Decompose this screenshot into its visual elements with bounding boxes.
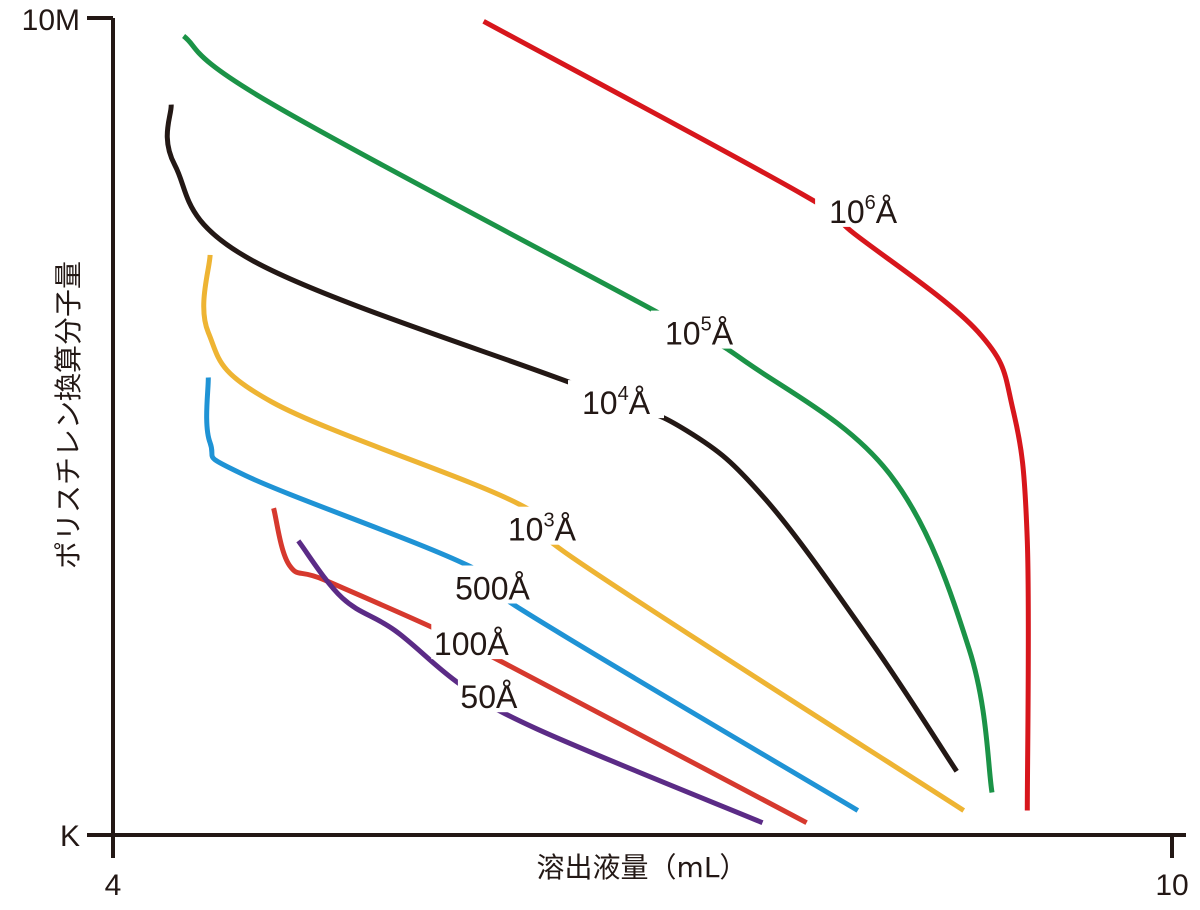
series-label-background xyxy=(452,565,533,604)
series-label-background xyxy=(651,310,747,349)
series-label-background xyxy=(493,506,590,545)
series-line-105A xyxy=(182,34,995,793)
series-label-background xyxy=(457,674,520,713)
y-tick-label-top: 10M xyxy=(22,4,80,37)
series-label-background xyxy=(568,380,664,419)
series-label-106A: 106Å xyxy=(829,192,898,230)
series-label-background xyxy=(431,621,512,660)
y-axis-label: ポリスチレン換算分子量 xyxy=(52,261,85,569)
series-label-layer: 106Å 105Å 104Å 103Å 500Å 100Å 50Å xyxy=(431,188,912,715)
series-layer xyxy=(164,19,1031,826)
series-label-103A: 103Å xyxy=(508,510,577,548)
series-label-background xyxy=(815,188,912,227)
series-label-104A: 104Å xyxy=(582,383,651,421)
series-label-100A: 100Å xyxy=(434,626,509,662)
series-line-103A xyxy=(201,254,966,813)
x-axis-label: 溶出液量（mL） xyxy=(537,851,748,884)
series-line-50A xyxy=(296,539,764,826)
series-line-500A xyxy=(204,377,860,813)
series-label-50A: 50Å xyxy=(460,679,518,715)
x-tick-label-right: 10 xyxy=(1155,869,1188,902)
axes xyxy=(111,18,1186,837)
y-tick-label-bottom: K xyxy=(60,820,80,853)
series-label-105A: 105Å xyxy=(665,314,734,352)
series-line-100A xyxy=(271,507,808,825)
x-tick-label-left: 4 xyxy=(105,869,122,902)
series-line-106A xyxy=(482,19,1031,811)
series-label-500A: 500Å xyxy=(455,571,530,607)
